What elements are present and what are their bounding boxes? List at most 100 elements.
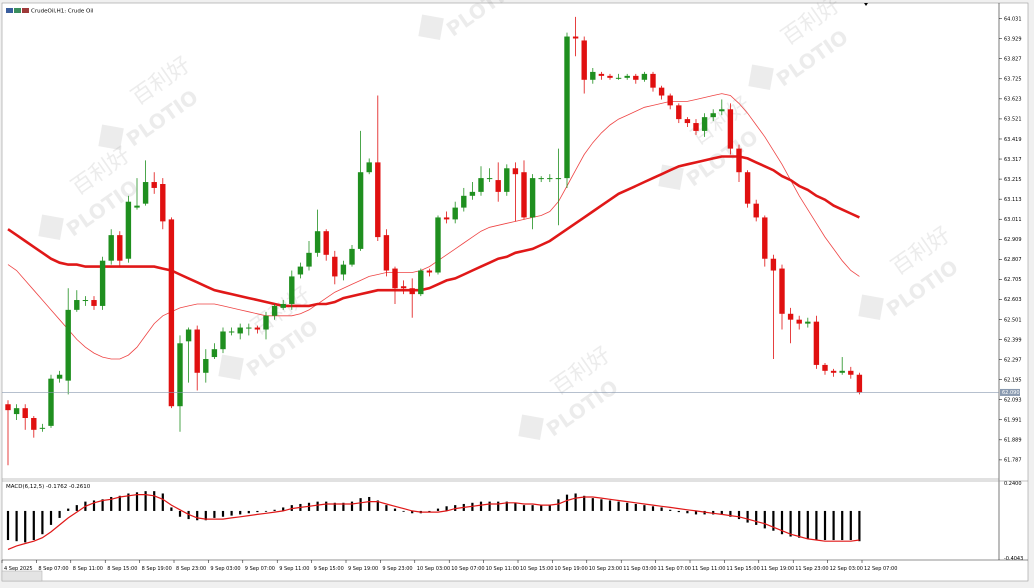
macd-histogram-bar: [497, 501, 500, 511]
candle-body: [22, 408, 28, 419]
macd-histogram-bar: [746, 510, 749, 523]
macd-histogram-bar: [540, 505, 543, 511]
macd-histogram-bar: [832, 510, 835, 541]
candle-body: [409, 288, 415, 295]
candle-body: [633, 75, 639, 80]
price-tick-label: 63.623: [1004, 97, 1022, 103]
ma-fast-line: [7, 93, 860, 360]
watermark-logo-icon: [98, 124, 124, 150]
candle: [529, 174, 536, 230]
candle-body: [5, 404, 11, 411]
candle: [323, 229, 329, 261]
macd-histogram-bar: [798, 510, 801, 538]
window-title: CrudeOil,H1: Crude Oil: [6, 8, 94, 15]
candle-body: [486, 178, 493, 180]
macd-histogram-bar: [247, 510, 250, 514]
candle: [443, 211, 450, 224]
time-tick-label: 11 Sep 03:00: [623, 566, 656, 572]
candle: [400, 280, 407, 295]
macd-histogram-bar: [213, 510, 216, 518]
candle: [31, 416, 37, 438]
candle: [280, 300, 286, 310]
candle-body: [598, 73, 605, 76]
candle-body: [65, 309, 71, 381]
candle-body: [615, 77, 622, 79]
candle: [744, 170, 751, 208]
price-tick-label: 61.787: [1004, 458, 1022, 464]
price-tick-label: 62.399: [1004, 337, 1022, 343]
candle-body: [512, 168, 519, 175]
price-tick-label: 62.705: [1004, 277, 1022, 283]
candle: [357, 130, 364, 251]
current-price-tag: 62.090: [1000, 388, 1020, 396]
macd-histogram-bar: [617, 501, 620, 511]
candle-body: [822, 364, 828, 371]
macd-histogram-bar: [282, 507, 285, 511]
candle: [237, 323, 243, 340]
macd-histogram-bar: [135, 492, 139, 511]
macd-tick-label: -0.4043: [1004, 556, 1023, 562]
watermark-logo-icon: [748, 64, 774, 90]
candle-body: [856, 374, 863, 393]
macd-histogram-bar: [316, 501, 319, 511]
candle-body: [263, 315, 269, 330]
macd-histogram-bar: [479, 501, 483, 511]
macd-histogram-bar: [660, 507, 663, 511]
candle: [383, 229, 390, 277]
candle: [91, 296, 97, 310]
candle: [228, 327, 235, 336]
macd-histogram-bar: [333, 502, 336, 511]
candle: [392, 266, 398, 304]
macd-histogram-bar: [858, 510, 861, 542]
price-tick-label: 63.215: [1004, 177, 1022, 183]
price-tick-label: 62.909: [1004, 237, 1022, 243]
candle-body: [641, 73, 648, 80]
candle-body: [839, 370, 845, 373]
macd-histogram-bar: [806, 510, 809, 539]
candle-body: [289, 276, 295, 304]
candle-body: [357, 172, 364, 249]
macd-histogram-bar: [574, 493, 577, 511]
candle-body: [779, 268, 785, 314]
candle-body: [31, 418, 37, 430]
time-tick-label: 11 Sep 15:00: [726, 566, 759, 572]
candle: [658, 85, 665, 100]
candle-body: [469, 191, 476, 196]
time-tick-label: 8 Sep 19:00: [142, 566, 172, 572]
candle: [220, 327, 226, 354]
macd-histogram-bar: [161, 493, 164, 511]
candle-body: [160, 184, 166, 222]
shift-marker-icon[interactable]: [864, 3, 868, 6]
macd-histogram-bar: [325, 501, 328, 511]
macd-histogram-bar: [75, 505, 78, 511]
candle-body: [719, 109, 725, 112]
macd-histogram-bar: [548, 505, 551, 511]
macd-histogram-bar: [170, 507, 173, 511]
scroll-left-tab[interactable]: [1, 570, 43, 582]
candle-body: [426, 270, 433, 273]
candle-body: [435, 217, 441, 273]
candle: [409, 278, 415, 318]
candle-body: [271, 305, 278, 316]
candle-body: [13, 408, 20, 415]
candle-body: [461, 195, 467, 208]
candle-body: [848, 370, 854, 375]
candle-body: [538, 178, 544, 180]
candle: [349, 244, 355, 267]
candle-body: [667, 95, 673, 106]
candle-body: [332, 256, 338, 277]
candle: [82, 296, 89, 306]
candle-body: [211, 349, 218, 358]
candle: [839, 357, 845, 375]
candle: [263, 311, 269, 340]
macd-histogram-bar: [591, 498, 594, 511]
candle-body: [478, 178, 484, 192]
price-tick-label: 62.297: [1004, 357, 1022, 363]
macd-histogram-bar: [600, 499, 603, 511]
candle: [813, 315, 820, 369]
ma-slow-line: [7, 155, 860, 308]
macd-histogram-bar: [178, 510, 182, 517]
time-tick-label: 10 Sep 15:00: [520, 566, 553, 572]
macd-histogram-bar: [376, 500, 379, 511]
candle-body: [830, 370, 837, 373]
